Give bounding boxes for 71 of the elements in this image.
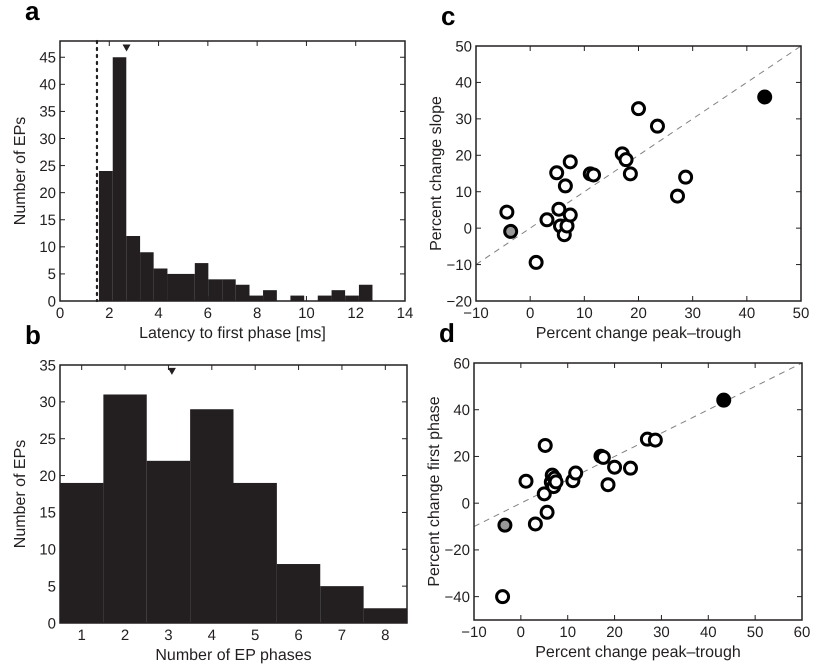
- y-tick-label: 40: [39, 76, 56, 94]
- x-tick-label: 30: [653, 624, 670, 641]
- x-tick-label: 20: [606, 624, 623, 641]
- x-tick-label: 12: [347, 305, 364, 322]
- x-tick-label: 6: [294, 627, 303, 644]
- y-tick-label: 35: [39, 104, 56, 121]
- y-tick-label: 5: [48, 266, 56, 284]
- y-axis-title: Percent change slope: [428, 96, 445, 251]
- y-tick-label: 10: [39, 542, 56, 559]
- y-tick-label: 40: [453, 402, 470, 419]
- x-tick-label: 2: [120, 627, 130, 644]
- x-tick-label: 30: [684, 305, 702, 322]
- y-tick-label: 20: [455, 148, 472, 165]
- y-tick-label: −20: [444, 542, 470, 560]
- x-tick-label: 14: [396, 305, 414, 322]
- x-tick-label: 50: [792, 305, 810, 322]
- x-tick-label: 0: [516, 624, 526, 641]
- y-tick-label: 10: [39, 239, 56, 256]
- y-tick-label: 0: [462, 495, 470, 512]
- y-tick-label: −20: [446, 293, 472, 310]
- y-tick-label: −40: [444, 588, 470, 606]
- x-axis-title: Latency to first phase [ms]: [139, 325, 326, 342]
- x-tick-label: 50: [746, 624, 764, 641]
- y-tick-label: 0: [464, 220, 472, 238]
- y-tick-label: 20: [39, 184, 56, 202]
- y-tick-label: 45: [39, 50, 56, 66]
- x-tick-label: 8: [252, 305, 262, 322]
- y-tick-label: 0: [48, 293, 56, 310]
- chart-title: b: [25, 320, 41, 350]
- x-tick-label: 8: [381, 627, 390, 644]
- y-tick-label: 20: [453, 448, 470, 466]
- x-tick-label: 20: [630, 305, 647, 322]
- x-tick-label: 6: [204, 305, 212, 322]
- x-tick-label: 3: [164, 627, 173, 644]
- y-tick-label: 30: [455, 111, 472, 128]
- x-tick-label: 10: [576, 305, 593, 322]
- x-tick-label: 10: [559, 624, 576, 641]
- y-tick-label: 15: [39, 212, 56, 229]
- x-tick-label: 40: [700, 624, 717, 641]
- x-tick-label: 0: [526, 305, 534, 322]
- x-tick-label: 10: [298, 305, 315, 322]
- x-axis-title: Percent change peak–trough: [535, 644, 741, 661]
- x-tick-label: 4: [208, 627, 216, 644]
- y-tick-label: 5: [48, 578, 56, 596]
- x-tick-label: 5: [251, 627, 260, 644]
- y-tick-label: 50: [455, 38, 472, 56]
- x-tick-label: 40: [738, 305, 756, 322]
- y-tick-label: 20: [39, 468, 56, 485]
- y-axis-title: Number of EPs: [12, 116, 29, 226]
- y-tick-label: 35: [39, 357, 56, 374]
- y-tick-label: 60: [453, 355, 470, 372]
- x-axis-title: Percent change peak–trough: [536, 325, 742, 342]
- x-tick-label: 60: [794, 624, 810, 641]
- chart-title: d: [439, 318, 455, 348]
- y-tick-label: 40: [455, 74, 472, 92]
- y-tick-label: 25: [39, 158, 56, 175]
- y-axis-title: Percent change first phase: [426, 396, 443, 587]
- y-tick-label: 25: [39, 430, 56, 448]
- x-tick-label: 4: [154, 305, 163, 322]
- chart-title: c: [441, 1, 456, 31]
- y-axis-title: Number of EPs: [12, 440, 29, 548]
- y-tick-label: 30: [39, 130, 56, 148]
- chart-title: a: [25, 0, 40, 26]
- x-tick-label: 1: [78, 627, 86, 644]
- x-axis-title: Number of EP phases: [155, 647, 312, 664]
- x-tick-label: 2: [105, 305, 114, 322]
- y-tick-label: 30: [39, 394, 56, 412]
- y-tick-label: 15: [39, 504, 56, 522]
- y-tick-label: 10: [455, 184, 472, 201]
- y-tick-label: −10: [446, 256, 472, 274]
- x-tick-label: 7: [338, 627, 346, 644]
